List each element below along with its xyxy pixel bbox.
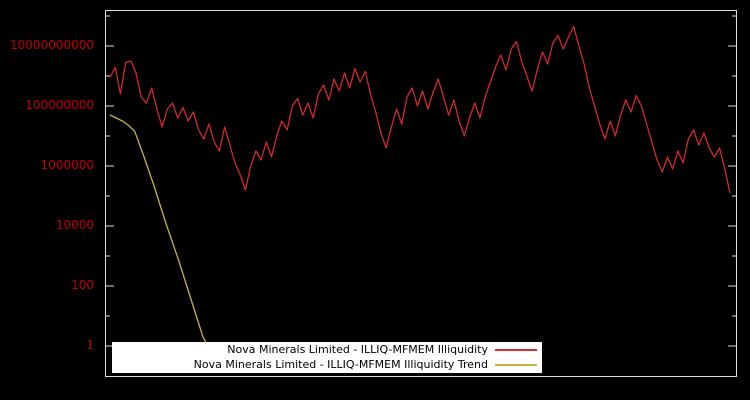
y-axis-tick-label: 10000000000	[10, 38, 94, 52]
y-axis-tick-label: 100	[71, 278, 94, 292]
y-axis-tick-label: 1	[86, 338, 94, 352]
legend: Nova Minerals Limited - ILLIQ-MFMEM Illi…	[112, 342, 542, 373]
legend-line-sample	[495, 363, 537, 366]
legend-label: Nova Minerals Limited - ILLIQ-MFMEM Illi…	[193, 357, 488, 371]
legend-line-sample	[495, 349, 537, 352]
series-trend-line	[109, 114, 209, 347]
plot-frame	[105, 10, 737, 377]
legend-entry: Nova Minerals Limited - ILLIQ-MFMEM Illi…	[112, 357, 542, 371]
y-axis-tick-label: 1000000	[40, 158, 94, 172]
legend-entry: Nova Minerals Limited - ILLIQ-MFMEM Illi…	[112, 344, 542, 356]
legend-label: Nova Minerals Limited - ILLIQ-MFMEM Illi…	[227, 343, 488, 357]
series-illiquidity-line	[109, 25, 731, 194]
plot-area	[106, 15, 736, 347]
y-axis-tick-label: 10000	[55, 218, 94, 232]
y-axis-tick-label: 100000000	[25, 98, 94, 112]
